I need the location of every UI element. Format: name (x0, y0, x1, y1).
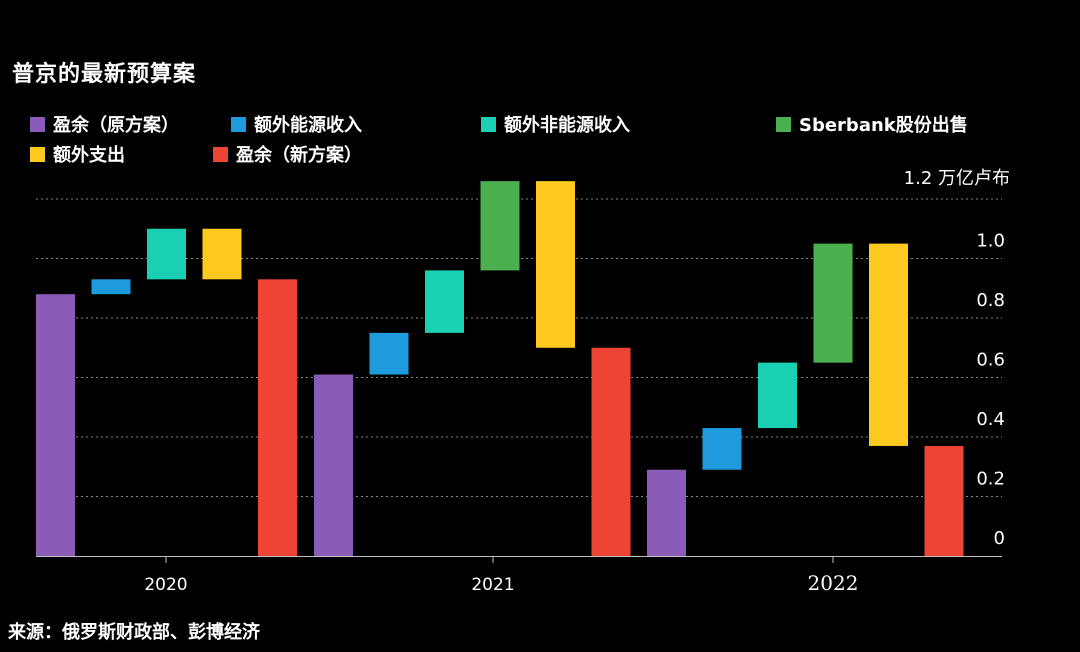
x-tick-label: 2022 (808, 571, 859, 595)
y-tick-label: 1.0 (976, 231, 1005, 252)
bar (758, 362, 797, 429)
y-tick-label: 0.4 (976, 409, 1005, 430)
source-note: 来源：俄罗斯财政部、彭博经济 (8, 622, 260, 643)
legend-label: 额外能源收入 (254, 115, 362, 136)
legend-label: 盈余（新方案） (236, 145, 362, 166)
legend-swatch (231, 116, 246, 132)
legend-item-extra-energy-revenue: 额外能源收入 (231, 111, 362, 137)
legend-swatch (30, 116, 45, 132)
bar (647, 469, 686, 556)
bar (591, 347, 631, 556)
chart-title: 普京的最新预算案 (12, 62, 197, 87)
legend-label: 额外支出 (53, 145, 125, 166)
bar (480, 181, 520, 271)
bar (36, 294, 75, 556)
legend-swatch (213, 146, 228, 162)
legend-label: Sberbank股份出售 (799, 115, 968, 136)
x-tick-label: 2020 (144, 575, 187, 595)
legend-swatch (30, 146, 45, 162)
bar (924, 445, 964, 556)
legend-swatch (776, 116, 791, 132)
bar (369, 332, 409, 375)
bar (869, 243, 908, 446)
bar (258, 279, 297, 556)
bar (147, 228, 186, 280)
legend-item-extra-spending: 额外支出 (30, 141, 125, 167)
legend-item-new-surplus: 盈余（新方案） (213, 141, 362, 167)
bar (813, 243, 853, 363)
legend-item-extra-non-energy-revenue: 额外非能源收入 (481, 111, 630, 137)
legend-label: 盈余（原方案） (53, 115, 179, 136)
bar (314, 374, 353, 556)
y-axis-unit-label: 1.2 万亿卢布 (904, 168, 1010, 189)
y-tick-label: 0 (994, 528, 1005, 549)
bar (202, 228, 242, 280)
legend-item-original-surplus: 盈余（原方案） (30, 111, 179, 137)
bar (91, 279, 131, 295)
x-tick-label: 2021 (471, 575, 514, 595)
bar (702, 428, 742, 470)
y-tick-label: 0.6 (976, 350, 1005, 371)
legend-label: 额外非能源收入 (504, 115, 630, 136)
y-tick-label: 0.2 (976, 469, 1005, 490)
bar (425, 270, 464, 333)
y-tick-label: 0.8 (976, 290, 1005, 311)
legend-item-sberbank-stake-sale: Sberbank股份出售 (776, 111, 968, 137)
bar (536, 181, 575, 348)
legend-swatch (481, 116, 496, 132)
